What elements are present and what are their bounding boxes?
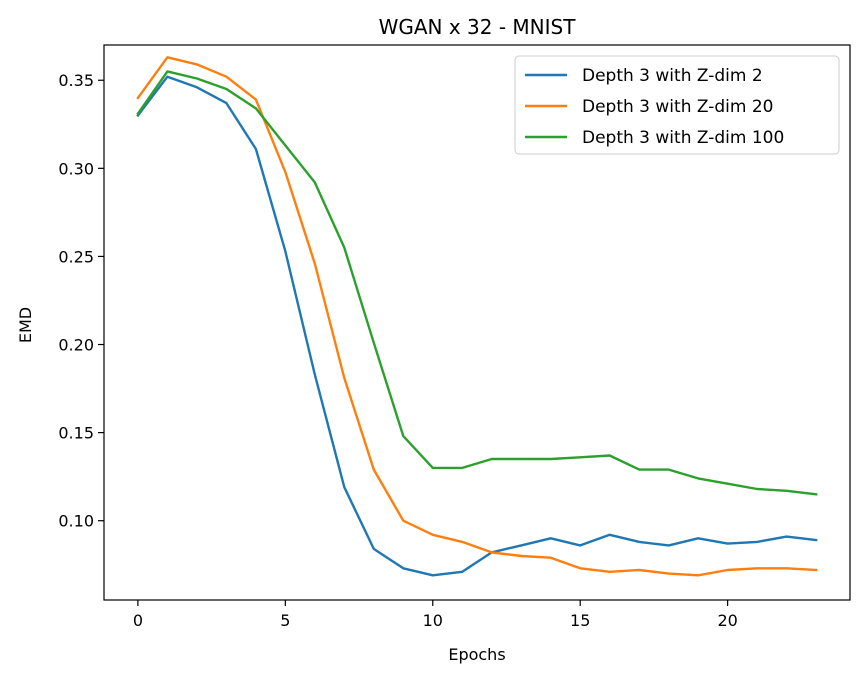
legend: Depth 3 with Z-dim 2 Depth 3 with Z-dim 2… [514, 55, 840, 155]
plot-frame [103, 44, 851, 601]
x-tick-label: 0 [133, 611, 143, 630]
x-tick-label: 15 [570, 611, 590, 630]
y-tick-label: 0.20 [58, 336, 94, 355]
legend-label-2: Depth 3 with Z-dim 100 [582, 128, 784, 148]
y-tick-label: 0.15 [58, 424, 94, 443]
y-tick-label: 0.30 [58, 159, 94, 178]
series-line-0 [136, 75, 818, 577]
y-tick-label: 0.10 [58, 512, 94, 531]
x-tick-label: 20 [717, 611, 737, 630]
series-line-1 [136, 56, 818, 577]
chart-title: WGAN x 32 - MNIST [379, 15, 577, 39]
x-tick-label: 5 [280, 611, 290, 630]
x-axis-label: Epochs [448, 645, 505, 664]
legend-label-0: Depth 3 with Z-dim 2 [582, 66, 763, 86]
series-line-2 [136, 70, 818, 496]
y-axis: 0.10 0.15 0.20 0.25 0.30 0.35 [58, 71, 104, 531]
legend-box [514, 55, 840, 155]
legend-label-1: Depth 3 with Z-dim 20 [582, 97, 773, 117]
x-axis: 0 5 10 15 20 [133, 600, 738, 630]
y-tick-label: 0.35 [58, 71, 94, 90]
y-axis-label: EMD [16, 307, 35, 343]
x-tick-label: 10 [423, 611, 443, 630]
y-tick-label: 0.25 [58, 247, 94, 266]
plot-area [103, 44, 851, 601]
